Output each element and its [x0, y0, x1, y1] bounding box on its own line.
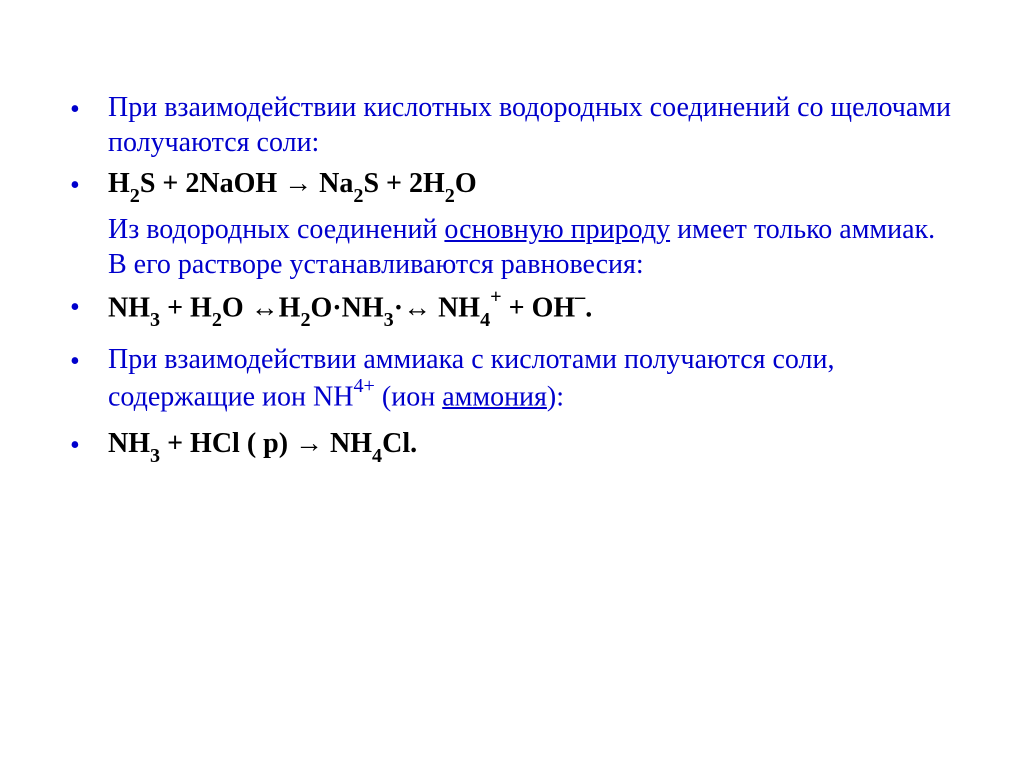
run-sup: 4+	[353, 375, 374, 397]
bullet-item-3: • NH3 + H2O ↔H2O·NH3·↔ NH4+ + OH–.	[70, 288, 954, 330]
bullet-marker: •	[70, 342, 108, 379]
formula-line: NH3 + H2O ↔H2O·NH3·↔ NH4+ + OH–.	[108, 288, 954, 330]
bullet-item-4: • При взаимодействии аммиака с кислотами…	[70, 342, 954, 414]
bullet-marker: •	[70, 426, 108, 463]
tok: O ↔H	[222, 292, 301, 323]
tok: NH	[108, 292, 150, 323]
tok-sub: 2	[130, 185, 140, 207]
tok: NH	[108, 428, 150, 459]
tok-sub: 2	[353, 185, 363, 207]
run: (ион	[375, 381, 442, 412]
tok-sub: 3	[150, 309, 160, 331]
tok: S + 2H	[363, 168, 444, 199]
bullet-marker: •	[70, 288, 108, 325]
formula-line: NH3 + HCl ( р) → NH4Cl.	[108, 426, 954, 466]
tok-sub: 4	[480, 309, 490, 331]
tok: O	[455, 168, 477, 199]
tok: + OH	[502, 292, 576, 323]
bullet-item-0: • При взаимодействии кислотных водородны…	[70, 90, 954, 160]
tok-sup: +	[490, 286, 502, 308]
tok-sub: 2	[300, 309, 310, 331]
bullet-item-5: • NH3 + HCl ( р) → NH4Cl.	[70, 426, 954, 466]
run: Из водородных соединений	[108, 214, 444, 245]
tok: S + 2NaOH → Na	[140, 168, 354, 199]
text-line: При взаимодействии кислотных водородных …	[108, 90, 954, 160]
bullet-item-1: • H2S + 2NaOH → Na2S + 2H2O	[70, 166, 954, 206]
tok-sup: –	[575, 286, 585, 308]
bullet-marker: •	[70, 166, 108, 203]
tok: .	[585, 292, 592, 323]
tok-sub: 2	[212, 309, 222, 331]
tok-sub: 2	[445, 185, 455, 207]
slide-body: • При взаимодействии кислотных водородны…	[0, 0, 1024, 512]
run-underline: аммония	[442, 381, 547, 412]
text-line: При взаимодействии аммиака с кислотами п…	[108, 342, 954, 414]
tok: ·↔ NH	[394, 292, 480, 323]
tok: + HCl ( р) → NH	[160, 428, 372, 459]
tok-sub: 4	[372, 445, 382, 467]
tok-sub: 3	[384, 309, 394, 331]
tok: Cl.	[382, 428, 417, 459]
tok: O·NH	[311, 292, 384, 323]
formula-line: H2S + 2NaOH → Na2S + 2H2O	[108, 166, 954, 206]
tok-sub: 3	[150, 445, 160, 467]
tok: + H	[160, 292, 212, 323]
run-underline: основную природу	[444, 214, 670, 245]
bullet-marker: •	[70, 90, 108, 127]
tok: H	[108, 168, 130, 199]
continuation-text: Из водородных соединений основную природ…	[108, 212, 954, 282]
run: ):	[547, 381, 564, 412]
